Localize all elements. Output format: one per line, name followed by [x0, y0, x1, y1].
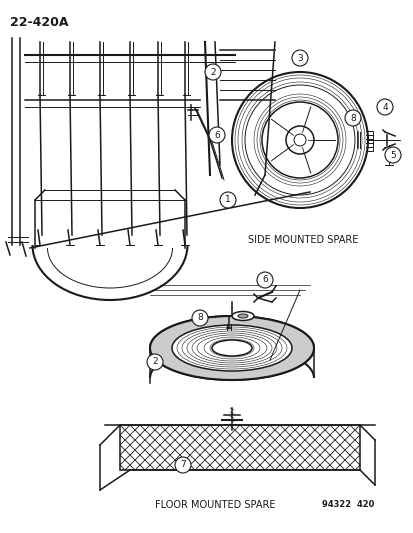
Ellipse shape: [226, 346, 236, 350]
Text: 6: 6: [261, 276, 267, 285]
Circle shape: [231, 72, 367, 208]
Circle shape: [256, 272, 272, 288]
Text: SIDE MOUNTED SPARE: SIDE MOUNTED SPARE: [247, 235, 358, 245]
Text: 3: 3: [297, 53, 302, 62]
Ellipse shape: [171, 325, 291, 371]
Circle shape: [376, 99, 392, 115]
Text: 4: 4: [381, 102, 387, 111]
Circle shape: [344, 110, 360, 126]
Text: 5: 5: [389, 150, 395, 159]
Text: FLOOR MOUNTED SPARE: FLOOR MOUNTED SPARE: [154, 500, 275, 510]
Circle shape: [175, 457, 190, 473]
Text: 2: 2: [210, 68, 215, 77]
Text: 2: 2: [152, 358, 157, 367]
Text: 1: 1: [225, 196, 230, 205]
Circle shape: [261, 102, 337, 178]
Circle shape: [384, 147, 400, 163]
Ellipse shape: [171, 325, 291, 371]
Circle shape: [291, 50, 307, 66]
Ellipse shape: [237, 314, 247, 318]
Text: 8: 8: [349, 114, 355, 123]
Bar: [120, 425, 359, 470]
Circle shape: [244, 85, 354, 195]
Ellipse shape: [211, 340, 252, 356]
Text: 7: 7: [180, 461, 185, 470]
Circle shape: [209, 127, 224, 143]
Circle shape: [192, 310, 207, 326]
Text: 94322  420: 94322 420: [321, 500, 373, 509]
Circle shape: [285, 126, 313, 154]
Text: 6: 6: [214, 131, 219, 140]
Text: 22-420A: 22-420A: [10, 16, 68, 29]
Circle shape: [293, 134, 305, 146]
Ellipse shape: [231, 311, 254, 320]
Ellipse shape: [150, 316, 313, 380]
Text: 8: 8: [197, 313, 202, 322]
Ellipse shape: [211, 340, 252, 356]
Circle shape: [204, 64, 221, 80]
Ellipse shape: [150, 316, 313, 380]
Circle shape: [147, 354, 163, 370]
Circle shape: [219, 192, 235, 208]
